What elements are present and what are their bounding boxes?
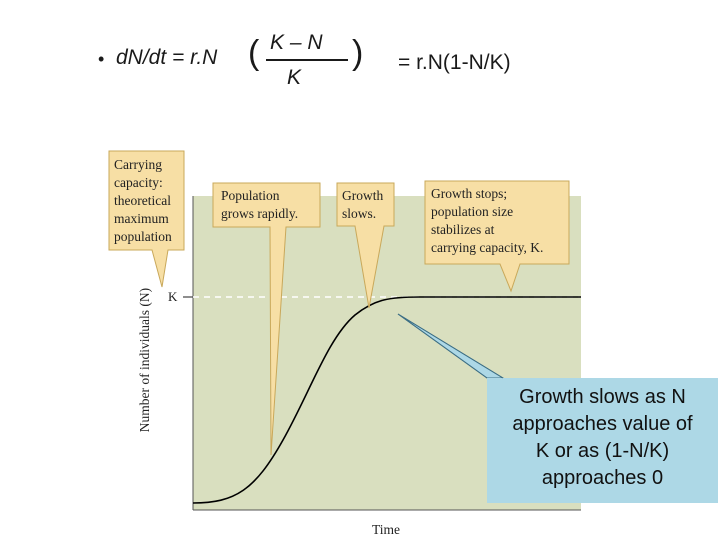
callout-grows-rapidly (212, 182, 321, 456)
equation: • dN/dt = r.N ( K – N K ) = r.N(1-N/K) (0, 0, 720, 110)
fraction-denominator: K (287, 66, 302, 89)
callout-growth-stops-text: Growth stops; population size stabilizes… (431, 186, 544, 255)
note-text: Growth slows as N approaches value of K … (512, 386, 693, 489)
callout-growth-slows (336, 182, 395, 309)
y-axis-label: Number of individuals (N) (137, 287, 152, 433)
note-callout (397, 313, 718, 503)
bullet: • (98, 49, 105, 69)
fraction-bar (266, 59, 348, 61)
callout-grows-rapidly-text: Population grows rapidly. (221, 188, 299, 221)
equation-rhs: = r.N(1-N/K) (398, 51, 511, 74)
callout-growth-slows-text: Growth slows. (342, 188, 384, 221)
equation-lhs: dN/dt = r.N (116, 46, 218, 69)
k-axis-label: K (168, 289, 178, 304)
open-paren: ( (248, 34, 260, 72)
callout-carrying-capacity-text: Carrying capacity: theoretical maximum p… (114, 157, 172, 244)
callout-growth-stops (424, 180, 570, 293)
callout-carrying-capacity (108, 150, 185, 288)
x-axis-label: Time (372, 522, 401, 537)
close-paren: ) (352, 34, 364, 72)
fraction-numerator: K – N (270, 31, 323, 54)
logistic-curve (192, 296, 581, 504)
